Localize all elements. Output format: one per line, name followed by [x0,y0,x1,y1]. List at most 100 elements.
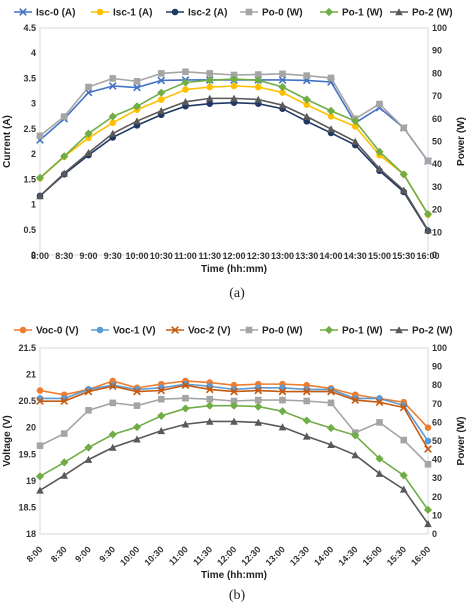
data-point [35,472,45,481]
data-point [375,164,384,173]
data-point [60,152,69,161]
right-y-tick-label: 70 [432,399,442,409]
data-point [399,403,408,412]
left-y-tick-label: 19.5 [18,449,36,459]
legend-entry: Po-1 (W) [320,8,383,19]
legend-entry: Voc-1 (V) [91,326,156,337]
data-point [181,97,190,106]
data-point [60,458,69,467]
data-point [351,123,359,130]
left-y-tick-label: 21 [26,370,36,380]
data-point [327,74,335,82]
series-Isc-2 (A) [36,99,432,235]
x-tick-label: 9:00 [79,251,97,261]
data-point [400,436,408,444]
data-point [157,426,166,435]
series-line [39,101,429,232]
data-point [254,71,262,78]
data-point [133,402,141,409]
left-y-tick-label: 0 [31,250,36,260]
data-point [424,437,432,445]
data-point [206,395,214,403]
legend-entry: Po-0 (W) [240,8,303,19]
data-point [302,387,311,396]
legend-label: Po-0 (W) [262,326,303,337]
left-y-tick-label: 4 [31,48,36,58]
data-point [205,76,214,85]
x-tick-label: 13:00 [264,544,287,567]
legend-label: Isc-2 (A) [188,8,227,19]
data-point [133,387,141,396]
data-point [375,469,384,477]
data-point [351,116,360,126]
data-point [254,386,263,395]
data-point [60,169,69,177]
left-y-tick-label: 21.5 [18,343,36,353]
right-y-tick-label: 80 [432,68,442,78]
right-y-tick-label: 100 [432,23,447,33]
x-tick-label: 10:30 [150,251,173,261]
data-point [60,397,69,406]
data-point [230,387,238,396]
data-point [375,454,384,463]
legend-label: Voc-2 (V) [188,326,231,337]
legend-marker [96,8,104,16]
data-point [278,387,287,396]
x-tick-label: 13:30 [288,544,311,567]
x-tick-label: 12:00 [215,544,238,567]
data-point [108,382,117,391]
data-point [109,75,117,82]
data-point [278,82,287,92]
data-point [423,210,433,219]
x-tick-label: 15:30 [392,251,415,261]
data-point [302,95,311,104]
figure-caption: (b) [229,588,246,603]
data-point [254,95,263,103]
data-point [278,407,287,416]
data-point [206,83,214,91]
data-point [133,78,141,85]
data-point [230,397,238,405]
left-y-tick-label: 20.5 [18,396,36,406]
left-y-tick-label: 20 [26,423,36,433]
right-y-tick-label: 10 [432,510,442,520]
x-tick-label: 10:00 [125,251,148,261]
x-axis-label: Time (hh:mm) [201,570,267,581]
legend-label: Isc-1 (A) [113,8,152,19]
data-point [157,411,166,420]
x-tick-label: 11:00 [167,544,190,567]
x-tick-label: 9:30 [97,544,117,564]
right-y-tick-label: 40 [432,159,442,169]
data-point [84,387,93,396]
right-y-tick-label: 90 [432,362,442,372]
x-tick-label: 8:00 [25,544,45,564]
data-point [157,395,165,403]
series-line [40,384,429,450]
plot-area [39,347,429,535]
data-point [254,83,262,91]
data-point [424,157,432,165]
right-y-tick-label: 80 [432,380,442,390]
x-tick-label: 13:00 [271,251,294,261]
left-y-tick-label: 3.5 [23,73,36,83]
data-point [206,70,214,77]
x-tick-label: 14:00 [312,544,335,567]
x-tick-label: 14:30 [336,544,359,567]
data-point [230,82,238,90]
data-point [302,112,311,120]
right-y-tick-label: 10 [432,227,442,237]
plot-area [39,27,429,256]
data-point [302,432,311,440]
right-y-tick-label: 50 [432,137,442,147]
data-point [60,430,68,437]
x-tick-label: 10:00 [118,544,141,567]
left-y-tick-label: 18.5 [18,502,36,512]
data-point [108,430,117,439]
right-y-tick-label: 60 [432,114,442,124]
right-y-tick-label: 60 [432,417,442,427]
legend-entry: Po-1 (W) [320,326,383,337]
data-point [133,83,141,92]
data-point [182,68,189,76]
legend-marker [96,326,104,334]
data-point [108,129,117,137]
